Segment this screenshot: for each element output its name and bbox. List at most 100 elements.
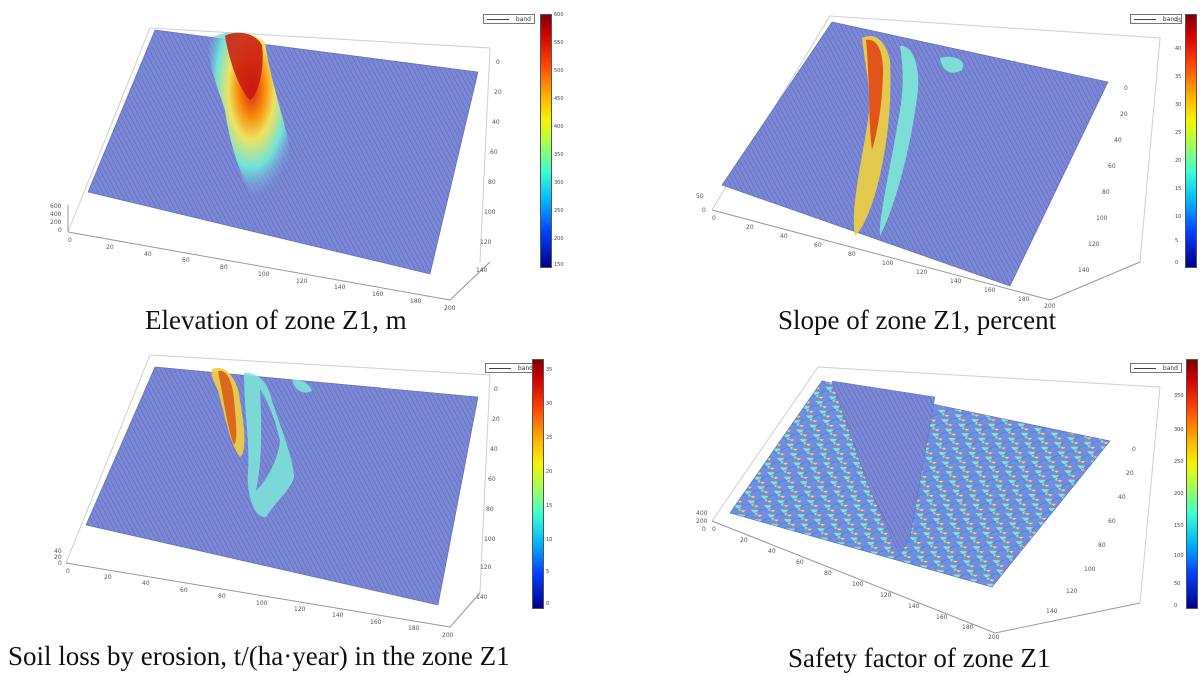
x-tick: 0 bbox=[68, 237, 72, 244]
x-tick: 0 bbox=[66, 568, 70, 575]
colorbar-tick: 30 bbox=[1175, 102, 1182, 108]
colorbar-tick: 550 bbox=[554, 40, 564, 46]
chart-caption: Soil loss by erosion, t/(ha·year) in the… bbox=[8, 641, 510, 671]
x-tick: 120 bbox=[880, 592, 892, 599]
x-tick: 160 bbox=[984, 287, 996, 294]
colorbar-tick: 35 bbox=[1175, 74, 1182, 80]
y-tick: 80 bbox=[1102, 189, 1110, 196]
legend-label: band bbox=[517, 364, 533, 372]
z-tick: 600 bbox=[50, 203, 62, 210]
x-tick: 160 bbox=[936, 614, 948, 621]
x-tick: 200 bbox=[1044, 303, 1056, 310]
legend-line-icon bbox=[1134, 368, 1156, 369]
y-tick: 140 bbox=[1046, 608, 1058, 615]
x-tick: 60 bbox=[796, 559, 804, 566]
y-tick: 100 bbox=[1096, 215, 1108, 222]
colorbar-tick: 20 bbox=[1175, 158, 1182, 164]
x-tick: 100 bbox=[258, 271, 270, 278]
colorbar-tick: 600 bbox=[554, 12, 564, 18]
y-tick: 100 bbox=[484, 536, 496, 543]
colorbar-tick: 35 bbox=[546, 367, 553, 373]
y-tick: 60 bbox=[488, 476, 496, 483]
colorbar-tick: 15 bbox=[1175, 186, 1182, 192]
chart-panel-elevation: 0 20 40 60 80 100 120 140 160 180 200 0 … bbox=[0, 0, 600, 341]
z-axis-ticks: 400 200 0 bbox=[696, 510, 708, 533]
colorbar-tick: 200 bbox=[1174, 491, 1184, 497]
colorbar-tick: 450 bbox=[554, 96, 564, 102]
x-tick: 140 bbox=[950, 278, 962, 285]
x-tick: 40 bbox=[142, 580, 150, 587]
legend: band bbox=[485, 363, 537, 373]
x-tick: 140 bbox=[908, 603, 920, 610]
z-axis-ticks: 50 0 bbox=[696, 193, 706, 214]
colorbar-tick: 100 bbox=[1174, 553, 1184, 559]
x-tick: 60 bbox=[182, 257, 190, 264]
z-tick: 400 bbox=[696, 510, 708, 517]
y-axis-ticks: 0 20 40 60 80 100 120 140 bbox=[1078, 85, 1128, 274]
colorbar-tick: 50 bbox=[1174, 581, 1181, 587]
x-tick: 60 bbox=[814, 242, 822, 249]
x-tick: 80 bbox=[824, 570, 832, 577]
x-tick: 80 bbox=[848, 251, 856, 258]
z-tick: 50 bbox=[696, 193, 704, 200]
y-tick: 0 bbox=[496, 59, 500, 66]
x-tick: 140 bbox=[334, 284, 346, 291]
y-tick: 100 bbox=[1084, 566, 1096, 573]
legend-line-icon bbox=[489, 368, 511, 369]
x-tick: 200 bbox=[442, 632, 454, 639]
x-tick: 20 bbox=[104, 574, 112, 581]
colorbar-tick: 350 bbox=[554, 152, 564, 158]
y-tick: 0 bbox=[494, 386, 498, 393]
y-tick: 40 bbox=[490, 446, 498, 453]
x-tick: 20 bbox=[106, 244, 114, 251]
chart-panel-safety-factor: 0 20 40 60 80 100 120 140 160 180 200 0 … bbox=[600, 341, 1201, 682]
y-tick: 120 bbox=[480, 564, 492, 571]
surface-plot-elevation: 0 20 40 60 80 100 120 140 160 180 200 0 … bbox=[50, 27, 502, 312]
y-tick: 100 bbox=[484, 209, 496, 216]
legend: band bbox=[1130, 14, 1182, 24]
y-tick: 140 bbox=[476, 267, 488, 274]
legend-label: band bbox=[1162, 15, 1178, 23]
z-tick: 200 bbox=[696, 518, 708, 525]
y-tick: 40 bbox=[1118, 494, 1126, 501]
x-tick: 40 bbox=[144, 251, 152, 258]
z-tick: 400 bbox=[50, 211, 62, 218]
chart-caption: Safety factor of zone Z1 bbox=[788, 643, 1051, 673]
colorbar bbox=[532, 359, 544, 609]
y-tick: 60 bbox=[490, 149, 498, 156]
y-tick: 120 bbox=[1088, 241, 1100, 248]
y-tick: 20 bbox=[1120, 111, 1128, 118]
y-tick: 20 bbox=[1126, 470, 1134, 477]
z-axis-ticks: 40 20 0 bbox=[54, 548, 62, 567]
colorbar-tick: 25 bbox=[546, 435, 553, 441]
colorbar-tick: 10 bbox=[1175, 214, 1182, 220]
x-tick: 180 bbox=[1018, 296, 1030, 303]
x-tick: 40 bbox=[768, 548, 776, 555]
colorbar-tick: 350 bbox=[1174, 393, 1184, 399]
x-tick: 100 bbox=[256, 600, 268, 607]
x-tick: 180 bbox=[408, 625, 420, 632]
x-tick: 160 bbox=[370, 619, 382, 626]
y-tick: 140 bbox=[1078, 267, 1090, 274]
x-tick: 180 bbox=[962, 624, 974, 631]
x-tick: 200 bbox=[444, 305, 456, 312]
x-tick: 0 bbox=[712, 215, 716, 222]
chart-panel-soil-loss: 0 20 40 60 80 100 120 140 160 180 200 0 … bbox=[0, 341, 600, 682]
y-tick: 120 bbox=[1066, 588, 1078, 595]
legend: band bbox=[1130, 363, 1182, 373]
colorbar-tick: 10 bbox=[546, 537, 553, 543]
colorbar-tick: 250 bbox=[554, 208, 564, 214]
colorbar-tick: 300 bbox=[1174, 427, 1184, 433]
colorbar-tick: 150 bbox=[1174, 523, 1184, 529]
z-tick: 40 bbox=[54, 548, 62, 555]
x-tick: 140 bbox=[332, 612, 344, 619]
colorbar-tick: 300 bbox=[554, 180, 564, 186]
y-tick: 60 bbox=[1108, 518, 1116, 525]
colorbar-tick: 200 bbox=[554, 236, 564, 242]
colorbar-tick: 0 bbox=[546, 601, 550, 607]
y-tick: 120 bbox=[480, 239, 492, 246]
x-axis-ticks: 0 20 40 60 80 100 120 140 160 180 200 bbox=[712, 215, 1056, 310]
y-tick: 20 bbox=[494, 89, 502, 96]
x-tick: 60 bbox=[180, 587, 188, 594]
y-tick: 40 bbox=[1114, 137, 1122, 144]
